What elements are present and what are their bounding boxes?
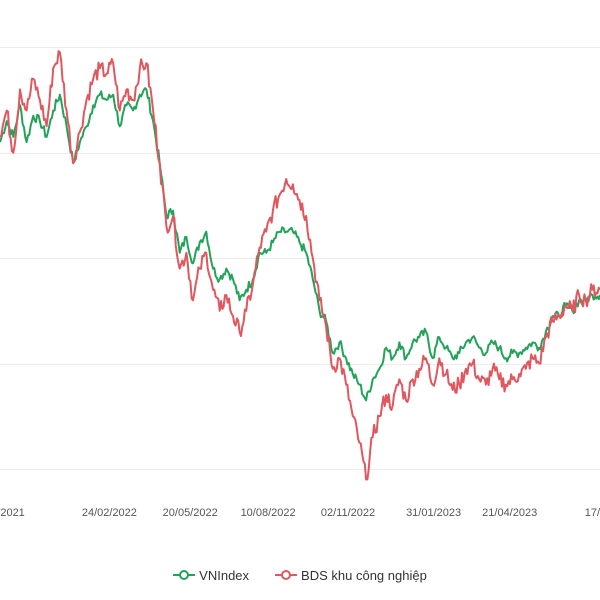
- series-lines: [0, 51, 600, 480]
- x-tick-label-0: /11/2021: [0, 507, 25, 519]
- x-tick-label-3: 10/08/2022: [241, 507, 296, 519]
- x-tick-label-5: 31/01/2023: [406, 507, 461, 519]
- legend-item-series-1[interactable]: BDS khu công nghiệp: [275, 568, 427, 583]
- legend-marker-series-0: [173, 569, 195, 581]
- legend-item-series-0[interactable]: VNIndex: [173, 568, 249, 583]
- series-line-0: [0, 88, 600, 400]
- x-tick-label-4: 02/11/2022: [321, 507, 375, 519]
- x-tick-label-7: 17/: [585, 507, 600, 519]
- x-tick-label-1: 24/02/2022: [82, 507, 137, 519]
- legend-label-series-0: VNIndex: [199, 568, 249, 583]
- legend-label-series-1: BDS khu công nghiệp: [301, 568, 427, 583]
- x-axis-tick-labels: /11/2021 24/02/2022 20/05/2022 10/08/2022 02…: [0, 507, 600, 519]
- legend: VNIndex BDS khu công nghiệp: [0, 564, 600, 586]
- gridlines: [0, 48, 600, 470]
- x-tick-label-2: 20/05/2022: [163, 507, 218, 519]
- x-tick-label-6: 21/04/2023: [482, 507, 537, 519]
- legend-marker-series-1: [275, 569, 297, 581]
